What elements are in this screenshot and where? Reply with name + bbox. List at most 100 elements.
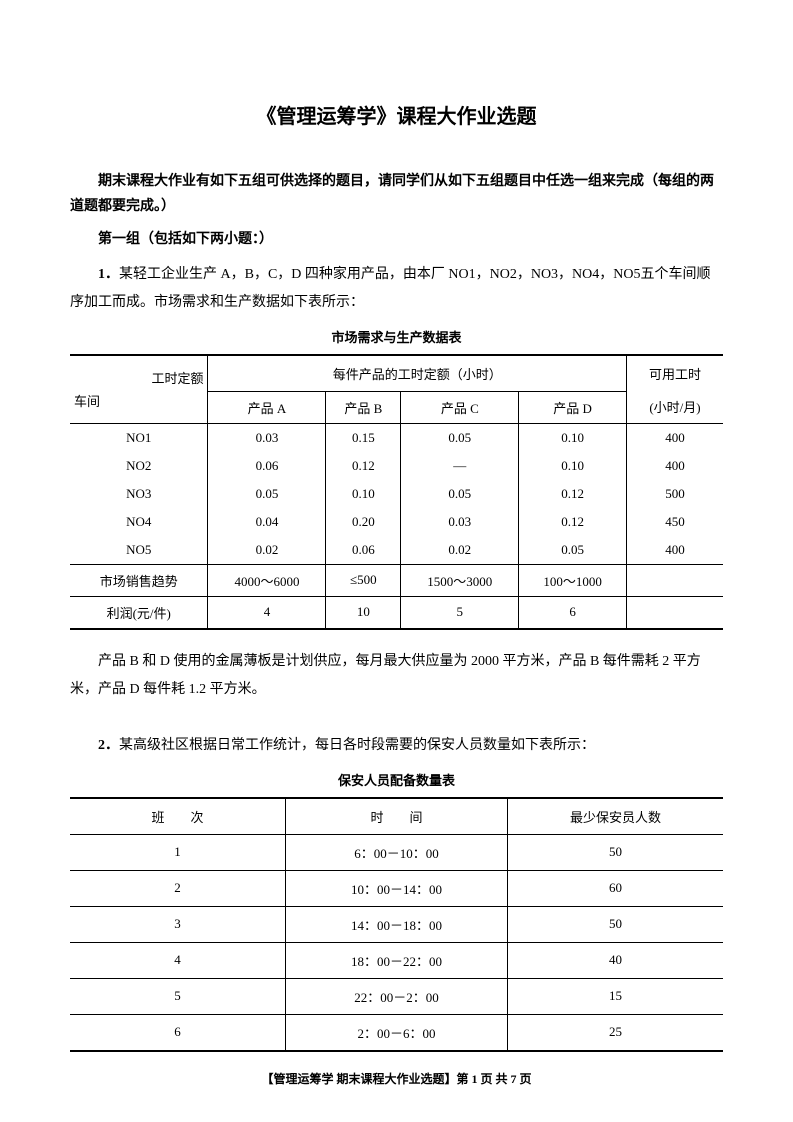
cell: 0.04 (208, 508, 326, 536)
cell: 40 (508, 942, 724, 978)
trend-row: 市场销售趋势 4000～6000 ≤500 1500～3000 100～1000 (70, 564, 723, 596)
cell: 4 (70, 942, 285, 978)
cell: 6 (519, 596, 627, 629)
cell: 0.05 (208, 480, 326, 508)
production-table: 工时定额 车间 每件产品的工时定额（小时） 可用工时 产品 A 产品 B 产品 … (70, 354, 723, 630)
table2-caption: 保安人员配备数量表 (70, 770, 723, 789)
cell: 3 (70, 906, 285, 942)
cell: 2 (70, 870, 285, 906)
row-label: NO1 (70, 423, 208, 452)
col-a: 产品 A (208, 391, 326, 423)
cell: 0.06 (208, 452, 326, 480)
cell (626, 596, 723, 629)
cell: 0.12 (519, 480, 627, 508)
cell: 400 (626, 536, 723, 565)
security-table: 班 次 时 间 最少保安员人数 1 6：00－10：00 50 2 10：00－… (70, 797, 723, 1052)
cell: 0.12 (326, 452, 401, 480)
table-row: 4 18：00－22：00 40 (70, 942, 723, 978)
cell: 400 (626, 423, 723, 452)
q1-text: 某轻工企业生产 A，B，C，D 四种家用产品，由本厂 NO1，NO2，NO3，N… (70, 267, 711, 310)
diag-top-label: 工时定额 (74, 368, 203, 387)
cell: 5 (70, 978, 285, 1014)
table1-diag-cell: 工时定额 车间 (70, 355, 208, 424)
cell: 0.12 (519, 508, 627, 536)
avail-unit: (小时/月) (626, 391, 723, 423)
table-row: NO1 0.03 0.15 0.05 0.10 400 (70, 423, 723, 452)
t2-h2: 时 间 (285, 798, 507, 835)
table-row: 1 6：00－10：00 50 (70, 834, 723, 870)
intro-text: 期末课程大作业有如下五组可供选择的题目，请同学们从如下五组题目中任选一组来完成（… (70, 169, 723, 219)
col-d: 产品 D (519, 391, 627, 423)
t2-h1: 班 次 (70, 798, 285, 835)
cell: — (401, 452, 519, 480)
table-row: NO2 0.06 0.12 — 0.10 400 (70, 452, 723, 480)
cell: 14：00－18：00 (285, 906, 507, 942)
cell: 0.05 (401, 423, 519, 452)
q1-number: 1． (98, 267, 119, 282)
cell: 0.10 (519, 452, 627, 480)
profit-label: 利润(元/件) (70, 596, 208, 629)
row-label: NO4 (70, 508, 208, 536)
cell: 60 (508, 870, 724, 906)
cell: 0.05 (401, 480, 519, 508)
group1-header: 第一组（包括如下两小题：） (70, 227, 723, 252)
row-label: NO3 (70, 480, 208, 508)
cell: 6：00－10：00 (285, 834, 507, 870)
diag-bot-label: 车间 (74, 391, 203, 410)
cell: 10 (326, 596, 401, 629)
page-footer: 【管理运筹学 期末课程大作业选题】第 1 页 共 7 页 (0, 1070, 793, 1087)
note1: 产品 B 和 D 使用的金属薄板是计划供应，每月最大供应量为 2000 平方米，… (70, 648, 723, 704)
cell: 10：00－14：00 (285, 870, 507, 906)
cell: 450 (626, 508, 723, 536)
cell: 18：00－22：00 (285, 942, 507, 978)
row-label: NO5 (70, 536, 208, 565)
q2-number: 2． (98, 738, 119, 753)
cell: 1 (70, 834, 285, 870)
cell: 50 (508, 906, 724, 942)
cell: 0.02 (208, 536, 326, 565)
page-title: 《管理运筹学》课程大作业选题 (70, 100, 723, 129)
cell: 0.05 (519, 536, 627, 565)
table1-caption: 市场需求与生产数据表 (70, 327, 723, 346)
cell: 6 (70, 1014, 285, 1051)
t2-h3: 最少保安员人数 (508, 798, 724, 835)
profit-row: 利润(元/件) 4 10 5 6 (70, 596, 723, 629)
cell: 22：00－2：00 (285, 978, 507, 1014)
cell: 0.03 (401, 508, 519, 536)
col-b: 产品 B (326, 391, 401, 423)
cell: 0.10 (519, 423, 627, 452)
cell: 15 (508, 978, 724, 1014)
table-row: NO4 0.04 0.20 0.03 0.12 450 (70, 508, 723, 536)
table-row: 5 22：00－2：00 15 (70, 978, 723, 1014)
cell: 0.02 (401, 536, 519, 565)
table-row: 6 2：00－6：00 25 (70, 1014, 723, 1051)
cell: 2：00－6：00 (285, 1014, 507, 1051)
cell: 0.06 (326, 536, 401, 565)
cell: ≤500 (326, 564, 401, 596)
cell: 5 (401, 596, 519, 629)
cell: 4000～6000 (208, 564, 326, 596)
cell: 4 (208, 596, 326, 629)
question-2: 2．某高级社区根据日常工作统计，每日各时段需要的保安人员数量如下表所示： (70, 732, 723, 760)
q2-text: 某高级社区根据日常工作统计，每日各时段需要的保安人员数量如下表所示： (119, 738, 595, 753)
table-row: NO5 0.02 0.06 0.02 0.05 400 (70, 536, 723, 565)
cell: 400 (626, 452, 723, 480)
cell: 0.20 (326, 508, 401, 536)
trend-label: 市场销售趋势 (70, 564, 208, 596)
cell: 0.15 (326, 423, 401, 452)
question-1: 1．某轻工企业生产 A，B，C，D 四种家用产品，由本厂 NO1，NO2，NO3… (70, 261, 723, 317)
cell: 0.10 (326, 480, 401, 508)
cell: 50 (508, 834, 724, 870)
cell: 500 (626, 480, 723, 508)
cell (626, 564, 723, 596)
row-label: NO2 (70, 452, 208, 480)
table-row: 2 10：00－14：00 60 (70, 870, 723, 906)
cell: 1500～3000 (401, 564, 519, 596)
table-row: 3 14：00－18：00 50 (70, 906, 723, 942)
cell: 25 (508, 1014, 724, 1051)
col-c: 产品 C (401, 391, 519, 423)
cell: 0.03 (208, 423, 326, 452)
avail-header: 可用工时 (626, 355, 723, 392)
table1-group-header: 每件产品的工时定额（小时） (208, 355, 627, 392)
table-row: NO3 0.05 0.10 0.05 0.12 500 (70, 480, 723, 508)
